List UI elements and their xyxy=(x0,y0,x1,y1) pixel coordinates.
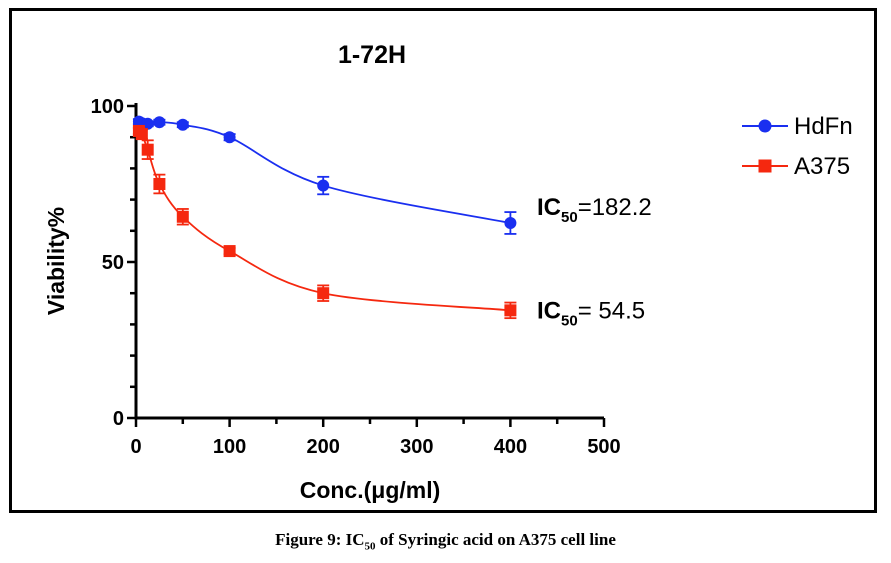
figure-caption: Figure 9: IC50 of Syringic acid on A375 … xyxy=(0,530,891,552)
data-point-hdfn xyxy=(504,217,517,229)
caption-sub: 50 xyxy=(364,540,376,553)
x-tick-label: 300 xyxy=(400,436,433,458)
fit-curve-hdfn xyxy=(138,120,511,224)
data-point-a375 xyxy=(135,128,148,141)
y-tick-label: 50 xyxy=(102,252,124,274)
x-tick-label: 0 xyxy=(130,436,141,458)
data-point-a375 xyxy=(176,210,189,223)
fit-curves xyxy=(138,120,511,312)
legend-marker-a375 xyxy=(758,159,772,173)
data-point-a375 xyxy=(223,245,236,258)
ic50-annotation-hdfn: IC50=182.2 xyxy=(537,194,652,226)
data-point-hdfn xyxy=(317,179,330,192)
figure-frame: 0 50 100 0 100 200 300 400 500 1-72H Conc.(μg/ml)… xyxy=(9,8,877,513)
legend-label-hdfn: HdFn xyxy=(794,113,853,140)
x-axis-label: Conc.(μg/ml) xyxy=(300,477,441,503)
x-tick-label: 500 xyxy=(587,436,620,458)
data-point-a375 xyxy=(153,178,166,190)
x-tick-label: 100 xyxy=(213,436,246,458)
data-point-hdfn xyxy=(176,118,189,131)
ic50-subscript: 50 xyxy=(561,209,578,226)
data-point-hdfn xyxy=(153,116,166,129)
caption-suffix: of Syringic acid on A375 cell line xyxy=(375,530,616,549)
axes: 0 50 100 0 100 200 300 400 500 xyxy=(91,96,621,458)
caption-prefix: Figure 9: IC xyxy=(275,530,365,549)
ic50-annotation-a375: IC50= 54.5 xyxy=(537,297,645,329)
ic50-label: IC xyxy=(537,194,561,221)
legend-marker-hdfn xyxy=(758,119,772,133)
chart-svg: 0 50 100 0 100 200 300 400 500 1-72H Conc.(μg/ml)… xyxy=(43,41,853,503)
data-points xyxy=(132,115,517,320)
data-point-a375 xyxy=(504,304,517,317)
chart-title: 1-72H xyxy=(338,41,406,69)
legend: HdFn A375 xyxy=(742,113,853,180)
fit-curve-a375 xyxy=(138,130,511,312)
data-point-hdfn xyxy=(223,131,236,144)
ic50-value: = 54.5 xyxy=(578,297,645,324)
legend-label-a375: A375 xyxy=(794,153,850,180)
x-tick-label: 400 xyxy=(494,436,527,458)
y-tick-label: 0 xyxy=(113,408,124,430)
ic50-subscript: 50 xyxy=(561,312,578,329)
y-axis-label: Viability% xyxy=(43,207,69,315)
x-tick-label: 200 xyxy=(307,436,340,458)
data-point-a375 xyxy=(141,143,154,156)
y-tick-label: 100 xyxy=(91,96,124,118)
ic50-label: IC xyxy=(537,297,561,324)
data-point-a375 xyxy=(317,287,330,300)
ic50-value: =182.2 xyxy=(578,194,652,221)
